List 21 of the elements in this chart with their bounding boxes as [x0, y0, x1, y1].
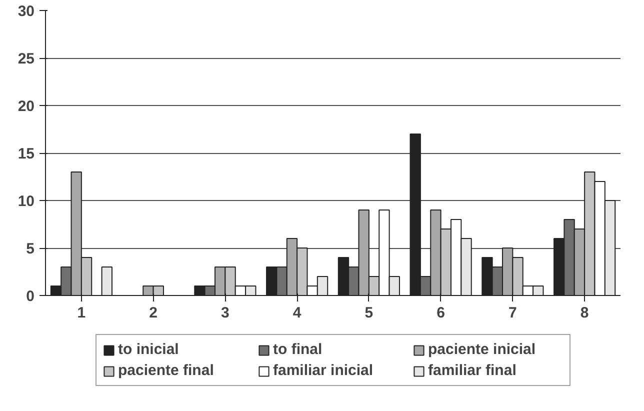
- x-tick-label: 6: [436, 304, 445, 322]
- y-tick-label: 15: [18, 146, 35, 162]
- x-tick-label: 5: [364, 304, 374, 322]
- y-tick-label: 10: [18, 193, 35, 210]
- x-tick-label: 8: [580, 304, 589, 322]
- y-tick-label: 20: [18, 98, 35, 115]
- legend-label: paciente final: [118, 362, 215, 379]
- y-tick-label: 30: [18, 3, 35, 20]
- y-tick-label: 25: [18, 50, 35, 68]
- x-tick-label: 7: [508, 304, 517, 322]
- legend-label: familiar inicial: [273, 362, 374, 379]
- legend-label: familiar final: [428, 362, 518, 379]
- legend-label: to final: [273, 341, 324, 358]
- x-tick-label: 3: [221, 304, 230, 322]
- x-tick-label: 4: [292, 304, 302, 322]
- x-tick-label: 2: [149, 304, 158, 322]
- x-tick-label: 1: [77, 304, 86, 322]
- y-tick-label: 5: [26, 240, 34, 258]
- y-tick-label: 0: [26, 288, 34, 305]
- legend-label: to inicial: [118, 341, 180, 358]
- legend-label: paciente inicial: [428, 341, 537, 358]
